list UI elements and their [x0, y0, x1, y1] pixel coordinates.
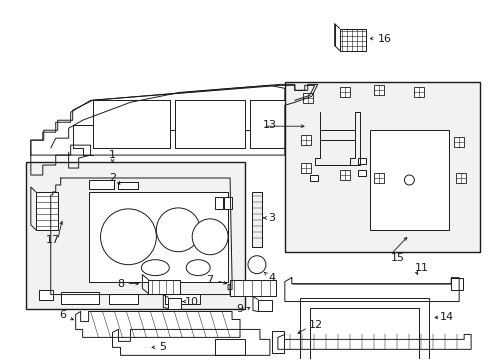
Bar — [299, 298, 428, 360]
Text: 5: 5 — [159, 342, 165, 352]
Circle shape — [156, 208, 200, 252]
Text: 17: 17 — [45, 235, 60, 245]
Bar — [453, 137, 463, 147]
Text: 14: 14 — [439, 312, 453, 323]
Bar — [39, 289, 53, 300]
Text: 12: 12 — [308, 320, 322, 330]
Bar — [88, 192, 227, 282]
Text: 11: 11 — [414, 263, 428, 273]
Text: 16: 16 — [377, 33, 391, 44]
Circle shape — [101, 209, 156, 265]
Text: 10: 10 — [185, 297, 199, 306]
Bar — [271, 332, 283, 353]
Bar — [357, 170, 365, 176]
Bar — [215, 197, 223, 209]
Bar — [413, 87, 424, 97]
Bar — [108, 293, 138, 303]
Bar — [309, 307, 419, 360]
Bar — [61, 292, 99, 303]
Bar — [36, 192, 58, 230]
Bar — [224, 197, 232, 209]
Bar — [300, 135, 310, 145]
Text: 1: 1 — [109, 150, 116, 160]
Bar — [118, 182, 138, 189]
Text: 3: 3 — [268, 213, 275, 223]
Bar — [168, 298, 181, 309]
Bar — [339, 170, 349, 180]
Bar — [300, 163, 310, 173]
Text: 4: 4 — [268, 273, 275, 283]
Bar — [88, 180, 113, 189]
Bar — [215, 339, 244, 355]
Bar — [229, 280, 275, 296]
Bar — [148, 280, 180, 293]
Bar — [285, 82, 479, 252]
Text: 7: 7 — [206, 275, 213, 285]
Bar — [369, 130, 448, 230]
Bar — [374, 85, 384, 95]
Text: 6: 6 — [59, 310, 66, 320]
Bar — [165, 293, 200, 303]
Bar — [455, 173, 465, 183]
Bar — [357, 158, 365, 164]
Bar — [251, 192, 262, 247]
Bar — [339, 28, 365, 50]
Bar — [309, 175, 317, 181]
Ellipse shape — [141, 260, 169, 276]
Bar — [374, 173, 384, 183]
Bar — [285, 118, 306, 133]
Text: 2: 2 — [109, 173, 116, 183]
Bar — [302, 93, 312, 103]
Circle shape — [404, 175, 413, 185]
Ellipse shape — [186, 260, 210, 276]
Text: 8: 8 — [117, 279, 124, 289]
Circle shape — [192, 219, 227, 255]
Bar — [339, 87, 349, 97]
Text: 9: 9 — [236, 305, 243, 315]
Bar — [26, 162, 244, 310]
Text: 15: 15 — [389, 253, 404, 263]
Bar — [258, 300, 271, 311]
Circle shape — [247, 256, 265, 274]
Bar — [450, 278, 462, 289]
Text: 13: 13 — [263, 120, 276, 130]
